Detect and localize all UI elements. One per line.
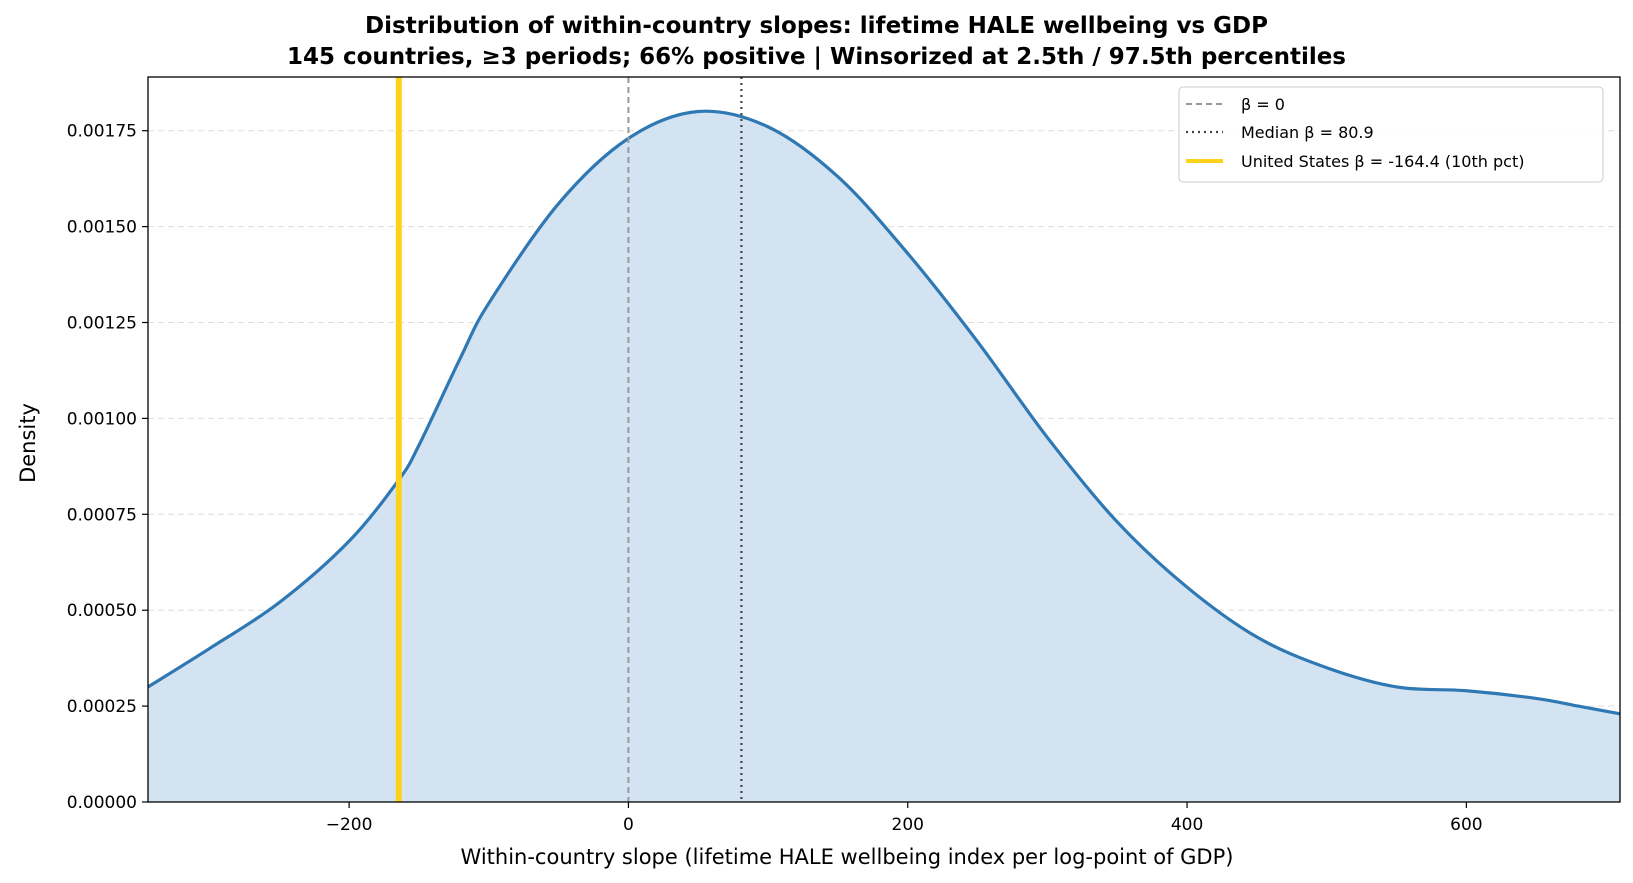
y-tick-label-3: 0.00075: [67, 505, 137, 525]
y-tick-label-5: 0.00125: [67, 314, 137, 334]
chart-title: Distribution of within-country slopes: l…: [365, 13, 1268, 39]
x-axis-ticks: −200 0 200 400 600: [326, 802, 1483, 835]
legend-label-us-line: United States β = -164.4 (10th pct): [1241, 152, 1524, 171]
density-area: [147, 109, 1621, 803]
y-tick-label-1: 0.00025: [67, 697, 137, 717]
y-tick-label-6: 0.00150: [67, 218, 137, 238]
x-tick-label-3: 400: [1171, 815, 1203, 835]
y-axis-ticks: 0.00000 0.00025 0.00050 0.00075 0.00100 0.001…: [67, 122, 148, 813]
y-tick-label-0: 0.00000: [67, 793, 137, 813]
y-tick-label-7: 0.00175: [67, 122, 137, 142]
x-tick-label-0: −200: [326, 815, 373, 835]
chart-subtitle: 145 countries, ≥3 periods; 66% positive …: [287, 44, 1346, 70]
x-tick-label-2: 200: [892, 815, 924, 835]
x-tick-label-4: 600: [1450, 815, 1482, 835]
reference-lines: [395, 77, 743, 802]
legend-label-median-line: Median β = 80.9: [1241, 123, 1374, 142]
y-axis-label: Density: [16, 403, 40, 483]
x-axis-label: Within-country slope (lifetime HALE well…: [461, 845, 1234, 869]
legend-box: [1178, 86, 1604, 183]
x-tick-label-1: 0: [623, 815, 634, 835]
plot-frame: [147, 76, 1621, 803]
y-tick-label-4: 0.00100: [67, 409, 137, 429]
density-fill: [148, 111, 1620, 803]
legend-label-zero-line: β = 0: [1241, 95, 1285, 114]
y-tick-label-2: 0.00050: [67, 601, 137, 621]
legend: β = 0 Median β = 80.9 United States β = …: [1178, 86, 1604, 183]
